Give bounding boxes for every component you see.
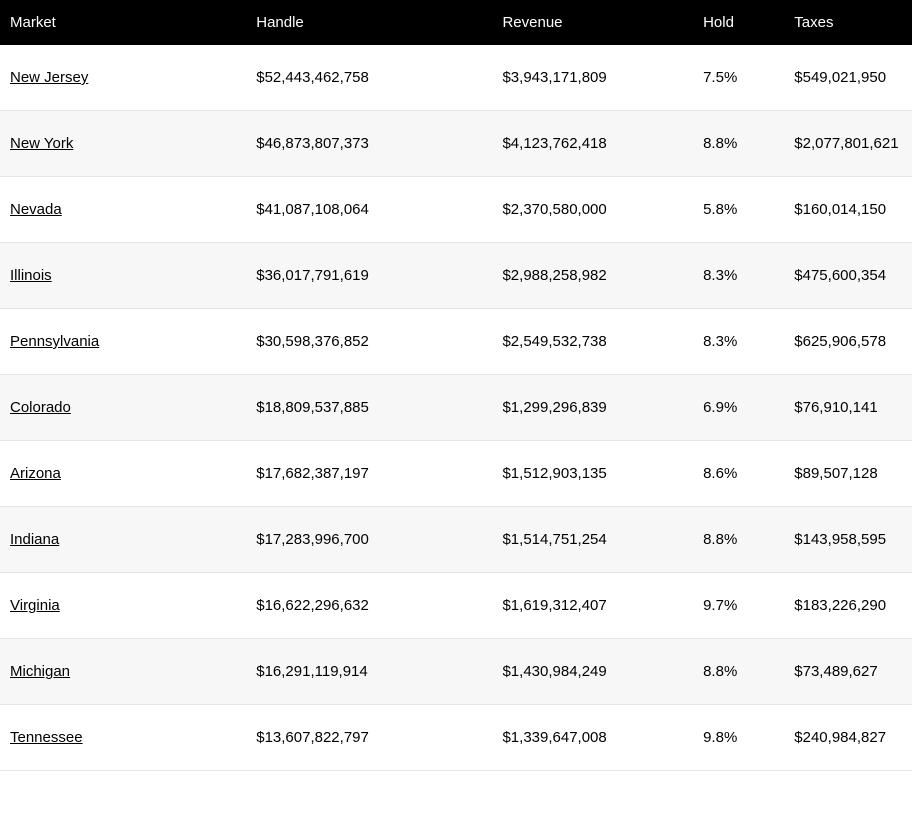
market-link[interactable]: Arizona [10,465,61,482]
table-row: New Jersey $52,443,462,758$3,943,171,8097… [0,45,912,111]
market-link[interactable]: Michigan [10,663,70,680]
market-link[interactable]: Colorado [10,399,71,416]
col-header-taxes[interactable]: Taxes [784,0,912,45]
cell-handle: $16,291,119,914 [246,639,492,705]
col-header-handle[interactable]: Handle [246,0,492,45]
table-row: Michigan $16,291,119,914$1,430,984,2498.8… [0,639,912,705]
markets-table: Market Handle Revenue Hold Taxes New Jer… [0,0,912,771]
table-body: New Jersey $52,443,462,758$3,943,171,8097… [0,45,912,771]
cell-market: Michigan [0,639,246,705]
market-link[interactable]: Indiana [10,531,59,548]
cell-handle: $52,443,462,758 [246,45,492,111]
cell-taxes: $549,021,950 [784,45,912,111]
cell-taxes: $143,958,595 [784,507,912,573]
col-header-revenue[interactable]: Revenue [492,0,693,45]
market-link[interactable]: Pennsylvania [10,333,99,350]
table-row: Arizona $17,682,387,197$1,512,903,1358.6%… [0,441,912,507]
col-header-hold[interactable]: Hold [693,0,784,45]
cell-handle: $13,607,822,797 [246,705,492,771]
table-row: Virginia $16,622,296,632$1,619,312,4079.7… [0,573,912,639]
table-row: Pennsylvania $30,598,376,852$2,549,532,73… [0,309,912,375]
cell-market: Pennsylvania [0,309,246,375]
cell-taxes: $240,984,827 [784,705,912,771]
cell-taxes: $2,077,801,621 [784,111,912,177]
cell-market: Arizona [0,441,246,507]
cell-market: Virginia [0,573,246,639]
cell-hold: 9.8% [693,705,784,771]
cell-taxes: $625,906,578 [784,309,912,375]
cell-handle: $17,682,387,197 [246,441,492,507]
cell-market: Nevada [0,177,246,243]
cell-handle: $46,873,807,373 [246,111,492,177]
cell-market: Colorado [0,375,246,441]
cell-revenue: $4,123,762,418 [492,111,693,177]
cell-taxes: $160,014,150 [784,177,912,243]
cell-revenue: $1,430,984,249 [492,639,693,705]
cell-market: Illinois [0,243,246,309]
cell-hold: 8.3% [693,243,784,309]
cell-revenue: $1,339,647,008 [492,705,693,771]
table-row: Tennessee $13,607,822,797$1,339,647,0089.… [0,705,912,771]
cell-handle: $17,283,996,700 [246,507,492,573]
cell-market: New Jersey [0,45,246,111]
table-row: Illinois $36,017,791,619$2,988,258,9828.3… [0,243,912,309]
cell-revenue: $2,988,258,982 [492,243,693,309]
cell-taxes: $89,507,128 [784,441,912,507]
cell-revenue: $3,943,171,809 [492,45,693,111]
cell-taxes: $76,910,141 [784,375,912,441]
cell-hold: 8.8% [693,111,784,177]
cell-hold: 8.6% [693,441,784,507]
cell-handle: $16,622,296,632 [246,573,492,639]
cell-hold: 9.7% [693,573,784,639]
cell-revenue: $1,514,751,254 [492,507,693,573]
cell-market: Indiana [0,507,246,573]
cell-revenue: $1,619,312,407 [492,573,693,639]
cell-handle: $18,809,537,885 [246,375,492,441]
cell-taxes: $73,489,627 [784,639,912,705]
cell-hold: 5.8% [693,177,784,243]
cell-revenue: $1,512,903,135 [492,441,693,507]
cell-taxes: $475,600,354 [784,243,912,309]
market-link[interactable]: Nevada [10,201,62,218]
cell-hold: 7.5% [693,45,784,111]
market-link[interactable]: Virginia [10,597,60,614]
table-row: Colorado $18,809,537,885$1,299,296,8396.9… [0,375,912,441]
cell-revenue: $2,549,532,738 [492,309,693,375]
market-link[interactable]: New York [10,135,73,152]
cell-hold: 6.9% [693,375,784,441]
cell-hold: 8.8% [693,639,784,705]
cell-handle: $41,087,108,064 [246,177,492,243]
cell-market: Tennessee [0,705,246,771]
table-row: New York $46,873,807,373$4,123,762,4188.8… [0,111,912,177]
cell-revenue: $1,299,296,839 [492,375,693,441]
table-row: Nevada $41,087,108,064$2,370,580,0005.8%$… [0,177,912,243]
cell-taxes: $183,226,290 [784,573,912,639]
market-link[interactable]: Illinois [10,267,52,284]
cell-handle: $30,598,376,852 [246,309,492,375]
cell-handle: $36,017,791,619 [246,243,492,309]
cell-revenue: $2,370,580,000 [492,177,693,243]
cell-hold: 8.3% [693,309,784,375]
cell-hold: 8.8% [693,507,784,573]
table-row: Indiana $17,283,996,700$1,514,751,2548.8%… [0,507,912,573]
market-link[interactable]: New Jersey [10,69,88,86]
market-link[interactable]: Tennessee [10,729,83,746]
col-header-market[interactable]: Market [0,0,246,45]
cell-market: New York [0,111,246,177]
table-header-row: Market Handle Revenue Hold Taxes [0,0,912,45]
